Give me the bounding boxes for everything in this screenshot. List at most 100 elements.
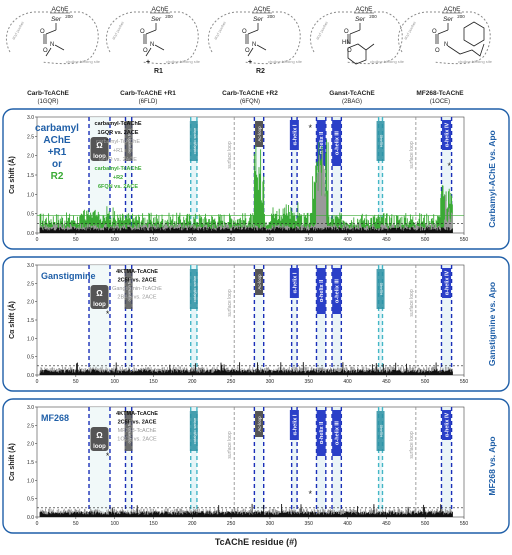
legend-line: Gangtigmin-TcAChE <box>112 286 162 292</box>
region-4: surface loop <box>227 265 235 375</box>
region-3: catalytic serine <box>189 407 198 517</box>
region-label: His440 <box>379 282 384 295</box>
structure-pdb: (2BAG) <box>342 99 362 105</box>
y-tick-label: 1.0 <box>27 478 34 484</box>
region-band <box>316 407 326 517</box>
x-tick-label: 450 <box>382 237 391 243</box>
bond <box>154 44 165 51</box>
region-label: His440 <box>379 134 384 147</box>
region-label-box <box>124 121 133 161</box>
region-label-box <box>376 411 385 451</box>
region-band <box>125 407 132 517</box>
region-6: α-helix I <box>289 117 299 233</box>
region-label: α-helix II <box>319 279 325 302</box>
side-label: MF268 vs. Apo <box>487 436 497 495</box>
phenyl-ring <box>347 43 367 65</box>
series-2 <box>39 362 453 375</box>
legend-line: 2C5F vs. 2ACE <box>118 420 157 426</box>
region-2: oxyanion hole <box>124 117 133 233</box>
x-tick-label: 200 <box>188 521 197 527</box>
legend-line: 2BAG vs. 2ACE <box>117 295 156 301</box>
series-bars <box>39 503 453 517</box>
region-label-box <box>90 285 109 309</box>
region-band <box>378 407 383 517</box>
series-3 <box>39 226 453 233</box>
region-label-box <box>376 269 385 309</box>
y-tick-label: 3.0 <box>27 405 34 411</box>
hn-label: HN <box>342 40 351 46</box>
region-8: α-helix III <box>331 265 343 375</box>
choline-site-label: choline binding site <box>268 59 303 64</box>
x-tick-label: 150 <box>149 379 158 385</box>
legend-line: carbamyl-TcAChE <box>95 121 142 127</box>
region-8: α-helix III <box>331 407 343 517</box>
region-label-box <box>289 268 299 298</box>
x-tick-label: 0 <box>36 237 39 243</box>
protein-outline <box>309 11 403 65</box>
x-tick-label: 550 <box>460 237 469 243</box>
region-5: Ac-loop <box>253 407 265 517</box>
legend-line: +R1 <box>113 148 123 154</box>
structure-name: Carb-TcAChE +R1 <box>120 90 176 97</box>
region-4: surface loop <box>227 117 235 233</box>
protein-outline <box>397 11 491 65</box>
serine-label: Ser <box>51 16 62 23</box>
region-band <box>441 265 452 375</box>
region-band <box>291 407 298 517</box>
legend-title-word: carbamyl <box>35 123 79 134</box>
x-tick-label: 300 <box>266 521 275 527</box>
x-tick-label: 450 <box>382 379 391 385</box>
region-label-box <box>442 410 452 440</box>
region-band <box>332 407 342 517</box>
y-tick-label: 2.5 <box>27 423 34 429</box>
panel-frame <box>2 398 510 534</box>
region-band <box>125 117 132 233</box>
oxygen-label: O <box>347 48 352 54</box>
region-10: surface loop <box>409 407 417 517</box>
legend-line: carbamyl-TcAChE <box>96 139 140 145</box>
bond <box>45 47 52 57</box>
y-tick-label: 3.0 <box>27 115 34 121</box>
structure-pdb: (6FLD) <box>139 99 158 105</box>
region-label: catalytic serine <box>192 275 197 302</box>
region-5: Ac-loop <box>253 265 265 375</box>
region-label-omega: Ω <box>96 141 103 150</box>
region-label: oxyanion hole <box>127 418 132 443</box>
region-label: α-helix IV <box>445 270 451 295</box>
serine-number: 200 <box>165 14 173 19</box>
region-label-omega: Ω <box>96 431 103 440</box>
region-label: catalytic serine <box>192 127 197 154</box>
y-tick-label: 1.5 <box>27 318 34 324</box>
nitrogen-label: N <box>50 42 54 48</box>
structure-name: Carb-TcAChE +R2 <box>222 90 278 97</box>
legend-line: 6FQN vs. 2ACE <box>98 184 138 190</box>
y-tick-label: 3.0 <box>27 263 34 269</box>
region-band <box>316 265 326 375</box>
region-label: α-helix I <box>292 124 298 145</box>
region-label-box <box>255 411 264 437</box>
oxygen-label: O <box>344 29 349 35</box>
structure-name: MF268-TcAChE <box>416 90 464 97</box>
oxygen-label: O <box>43 48 48 54</box>
y-tick-label: 2.5 <box>27 134 34 140</box>
region-label: surface loop <box>227 431 233 458</box>
reactivator-label: R2 <box>256 68 265 75</box>
region-label-box <box>332 268 342 314</box>
serine-label: Ser <box>151 16 162 23</box>
bond <box>365 43 375 51</box>
asterisk: * <box>309 489 313 499</box>
plus-sign: + <box>146 59 150 66</box>
region-label: α-helix III <box>335 421 341 445</box>
y-tick-label: 1.0 <box>27 192 34 198</box>
region-band <box>89 407 110 517</box>
serine-number: 200 <box>369 14 377 19</box>
y-tick-label: 0.5 <box>27 212 34 218</box>
reactivator-label: R1 <box>154 68 163 75</box>
region-band <box>378 265 383 375</box>
region-label-box <box>124 269 133 309</box>
oxygen-label: O <box>40 29 45 35</box>
region-label: α-helix I <box>292 414 298 435</box>
x-tick-label: 250 <box>227 379 236 385</box>
x-tick-label: 150 <box>149 521 158 527</box>
